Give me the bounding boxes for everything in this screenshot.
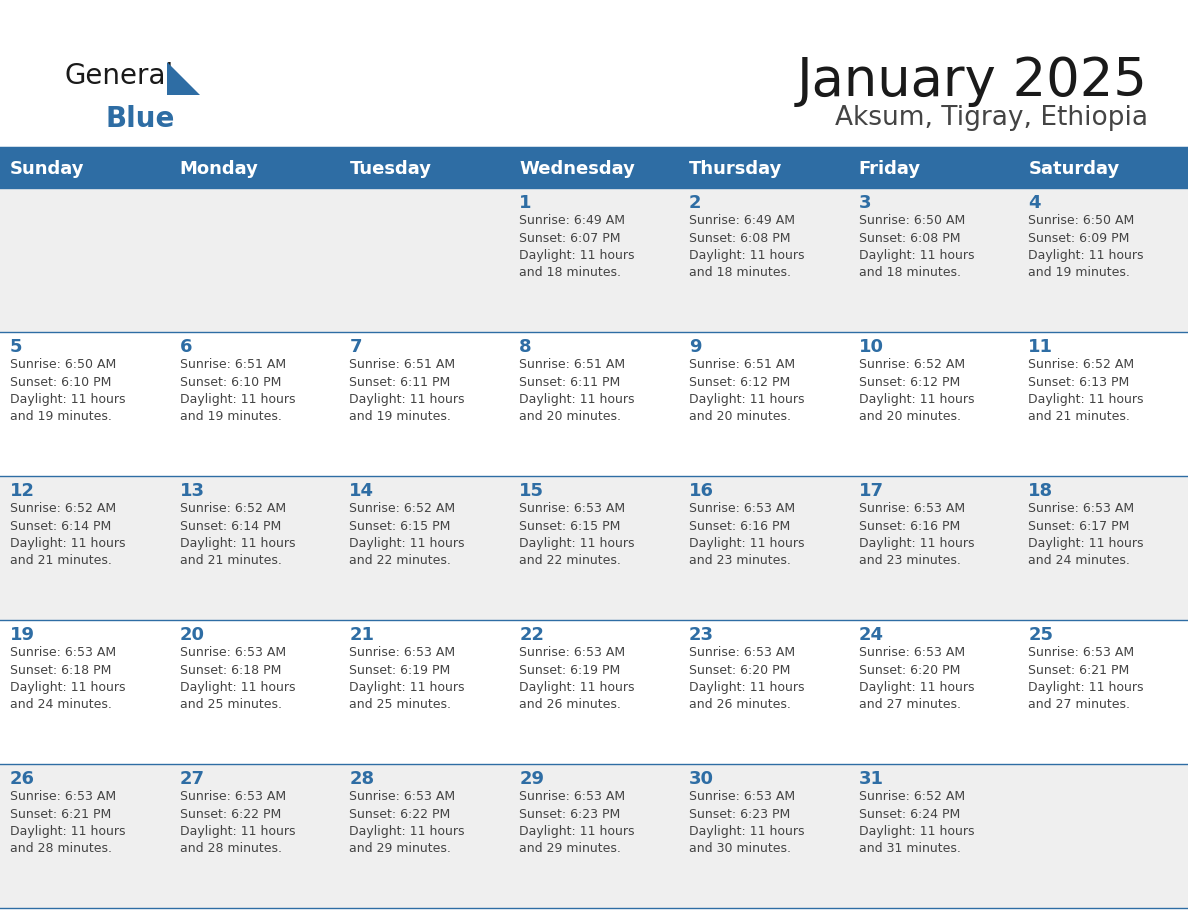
Text: 1: 1 [519, 194, 532, 212]
Text: 30: 30 [689, 770, 714, 788]
Text: Sunrise: 6:53 AM
Sunset: 6:16 PM
Daylight: 11 hours
and 23 minutes.: Sunrise: 6:53 AM Sunset: 6:16 PM Dayligh… [689, 502, 804, 567]
Text: 21: 21 [349, 626, 374, 644]
Text: 13: 13 [179, 482, 204, 500]
Text: General: General [65, 62, 175, 90]
Text: 14: 14 [349, 482, 374, 500]
Bar [0, 188, 1188, 332]
Text: 16: 16 [689, 482, 714, 500]
Text: Blue: Blue [105, 105, 175, 133]
Text: Sunrise: 6:49 AM
Sunset: 6:08 PM
Daylight: 11 hours
and 18 minutes.: Sunrise: 6:49 AM Sunset: 6:08 PM Dayligh… [689, 214, 804, 279]
Text: 3: 3 [859, 194, 871, 212]
Text: 6: 6 [179, 338, 192, 356]
Text: Sunrise: 6:50 AM
Sunset: 6:08 PM
Daylight: 11 hours
and 18 minutes.: Sunrise: 6:50 AM Sunset: 6:08 PM Dayligh… [859, 214, 974, 279]
Text: January 2025: January 2025 [797, 55, 1148, 107]
Text: 2: 2 [689, 194, 701, 212]
Text: 22: 22 [519, 626, 544, 644]
Text: Sunrise: 6:50 AM
Sunset: 6:09 PM
Daylight: 11 hours
and 19 minutes.: Sunrise: 6:50 AM Sunset: 6:09 PM Dayligh… [1029, 214, 1144, 279]
Text: Sunday: Sunday [10, 160, 84, 178]
Text: Sunrise: 6:53 AM
Sunset: 6:20 PM
Daylight: 11 hours
and 27 minutes.: Sunrise: 6:53 AM Sunset: 6:20 PM Dayligh… [859, 646, 974, 711]
Text: 15: 15 [519, 482, 544, 500]
Text: Sunrise: 6:53 AM
Sunset: 6:22 PM
Daylight: 11 hours
and 28 minutes.: Sunrise: 6:53 AM Sunset: 6:22 PM Dayligh… [179, 790, 295, 856]
Text: Sunrise: 6:53 AM
Sunset: 6:20 PM
Daylight: 11 hours
and 26 minutes.: Sunrise: 6:53 AM Sunset: 6:20 PM Dayligh… [689, 646, 804, 711]
Text: Wednesday: Wednesday [519, 160, 636, 178]
Text: Sunrise: 6:53 AM
Sunset: 6:18 PM
Daylight: 11 hours
and 24 minutes.: Sunrise: 6:53 AM Sunset: 6:18 PM Dayligh… [10, 646, 126, 711]
Text: Friday: Friday [859, 160, 921, 178]
Text: Sunrise: 6:53 AM
Sunset: 6:19 PM
Daylight: 11 hours
and 26 minutes.: Sunrise: 6:53 AM Sunset: 6:19 PM Dayligh… [519, 646, 634, 711]
Bar [0, 620, 1188, 764]
Text: 9: 9 [689, 338, 701, 356]
Text: 12: 12 [10, 482, 34, 500]
Text: Monday: Monday [179, 160, 259, 178]
Text: 7: 7 [349, 338, 362, 356]
Polygon shape [168, 62, 200, 95]
Text: 8: 8 [519, 338, 532, 356]
Text: 4: 4 [1029, 194, 1041, 212]
Text: Sunrise: 6:53 AM
Sunset: 6:17 PM
Daylight: 11 hours
and 24 minutes.: Sunrise: 6:53 AM Sunset: 6:17 PM Dayligh… [1029, 502, 1144, 567]
Text: Sunrise: 6:52 AM
Sunset: 6:12 PM
Daylight: 11 hours
and 20 minutes.: Sunrise: 6:52 AM Sunset: 6:12 PM Dayligh… [859, 358, 974, 423]
Text: Sunrise: 6:53 AM
Sunset: 6:23 PM
Daylight: 11 hours
and 29 minutes.: Sunrise: 6:53 AM Sunset: 6:23 PM Dayligh… [519, 790, 634, 856]
Text: 17: 17 [859, 482, 884, 500]
Text: 31: 31 [859, 770, 884, 788]
Text: 11: 11 [1029, 338, 1054, 356]
Bar [0, 332, 1188, 476]
Text: 25: 25 [1029, 626, 1054, 644]
Text: Sunrise: 6:51 AM
Sunset: 6:12 PM
Daylight: 11 hours
and 20 minutes.: Sunrise: 6:51 AM Sunset: 6:12 PM Dayligh… [689, 358, 804, 423]
Text: 23: 23 [689, 626, 714, 644]
Text: Sunrise: 6:53 AM
Sunset: 6:16 PM
Daylight: 11 hours
and 23 minutes.: Sunrise: 6:53 AM Sunset: 6:16 PM Dayligh… [859, 502, 974, 567]
Text: Sunrise: 6:53 AM
Sunset: 6:19 PM
Daylight: 11 hours
and 25 minutes.: Sunrise: 6:53 AM Sunset: 6:19 PM Dayligh… [349, 646, 465, 711]
Text: Sunrise: 6:53 AM
Sunset: 6:22 PM
Daylight: 11 hours
and 29 minutes.: Sunrise: 6:53 AM Sunset: 6:22 PM Dayligh… [349, 790, 465, 856]
Text: Sunrise: 6:53 AM
Sunset: 6:21 PM
Daylight: 11 hours
and 27 minutes.: Sunrise: 6:53 AM Sunset: 6:21 PM Dayligh… [1029, 646, 1144, 711]
Text: 18: 18 [1029, 482, 1054, 500]
Bar [0, 476, 1188, 620]
Text: Sunrise: 6:51 AM
Sunset: 6:11 PM
Daylight: 11 hours
and 19 minutes.: Sunrise: 6:51 AM Sunset: 6:11 PM Dayligh… [349, 358, 465, 423]
Text: Sunrise: 6:53 AM
Sunset: 6:23 PM
Daylight: 11 hours
and 30 minutes.: Sunrise: 6:53 AM Sunset: 6:23 PM Dayligh… [689, 790, 804, 856]
Text: 19: 19 [10, 626, 34, 644]
Text: Sunrise: 6:52 AM
Sunset: 6:15 PM
Daylight: 11 hours
and 22 minutes.: Sunrise: 6:52 AM Sunset: 6:15 PM Dayligh… [349, 502, 465, 567]
Text: Sunrise: 6:52 AM
Sunset: 6:14 PM
Daylight: 11 hours
and 21 minutes.: Sunrise: 6:52 AM Sunset: 6:14 PM Dayligh… [10, 502, 126, 567]
Text: Sunrise: 6:52 AM
Sunset: 6:14 PM
Daylight: 11 hours
and 21 minutes.: Sunrise: 6:52 AM Sunset: 6:14 PM Dayligh… [179, 502, 295, 567]
Text: 29: 29 [519, 770, 544, 788]
Text: Tuesday: Tuesday [349, 160, 431, 178]
Bar [0, 150, 1188, 188]
Text: 20: 20 [179, 626, 204, 644]
Text: 26: 26 [10, 770, 34, 788]
Text: Thursday: Thursday [689, 160, 782, 178]
Text: Saturday: Saturday [1029, 160, 1119, 178]
Text: 28: 28 [349, 770, 374, 788]
Text: Sunrise: 6:52 AM
Sunset: 6:24 PM
Daylight: 11 hours
and 31 minutes.: Sunrise: 6:52 AM Sunset: 6:24 PM Dayligh… [859, 790, 974, 856]
Text: 27: 27 [179, 770, 204, 788]
Text: 24: 24 [859, 626, 884, 644]
Text: Sunrise: 6:51 AM
Sunset: 6:10 PM
Daylight: 11 hours
and 19 minutes.: Sunrise: 6:51 AM Sunset: 6:10 PM Dayligh… [179, 358, 295, 423]
Text: Sunrise: 6:53 AM
Sunset: 6:18 PM
Daylight: 11 hours
and 25 minutes.: Sunrise: 6:53 AM Sunset: 6:18 PM Dayligh… [179, 646, 295, 711]
Bar [0, 764, 1188, 908]
Text: Sunrise: 6:53 AM
Sunset: 6:15 PM
Daylight: 11 hours
and 22 minutes.: Sunrise: 6:53 AM Sunset: 6:15 PM Dayligh… [519, 502, 634, 567]
Text: Sunrise: 6:50 AM
Sunset: 6:10 PM
Daylight: 11 hours
and 19 minutes.: Sunrise: 6:50 AM Sunset: 6:10 PM Dayligh… [10, 358, 126, 423]
Text: Sunrise: 6:51 AM
Sunset: 6:11 PM
Daylight: 11 hours
and 20 minutes.: Sunrise: 6:51 AM Sunset: 6:11 PM Dayligh… [519, 358, 634, 423]
Text: 5: 5 [10, 338, 23, 356]
Text: 10: 10 [859, 338, 884, 356]
Text: Sunrise: 6:49 AM
Sunset: 6:07 PM
Daylight: 11 hours
and 18 minutes.: Sunrise: 6:49 AM Sunset: 6:07 PM Dayligh… [519, 214, 634, 279]
Text: Sunrise: 6:53 AM
Sunset: 6:21 PM
Daylight: 11 hours
and 28 minutes.: Sunrise: 6:53 AM Sunset: 6:21 PM Dayligh… [10, 790, 126, 856]
Text: Sunrise: 6:52 AM
Sunset: 6:13 PM
Daylight: 11 hours
and 21 minutes.: Sunrise: 6:52 AM Sunset: 6:13 PM Dayligh… [1029, 358, 1144, 423]
Text: Aksum, Tigray, Ethiopia: Aksum, Tigray, Ethiopia [835, 105, 1148, 131]
